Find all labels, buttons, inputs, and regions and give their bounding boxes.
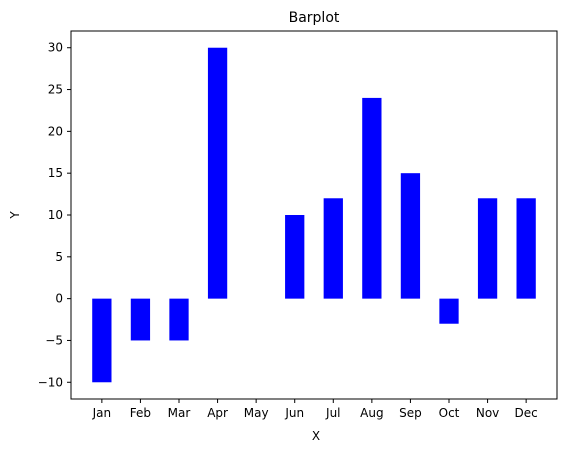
y-tick-label-20: 20	[48, 124, 63, 138]
bars-group	[92, 47, 536, 383]
y-tick-label-25: 25	[48, 83, 63, 97]
x-tick-label-jul: Jul	[325, 406, 340, 420]
x-tick-label-sep: Sep	[399, 406, 422, 420]
x-tick-label-mar: Mar	[168, 406, 191, 420]
bar-jun	[285, 215, 305, 299]
y-tick-label-30: 30	[48, 41, 63, 55]
y-tick-label-0: 0	[55, 292, 63, 306]
y-tick-label-15: 15	[48, 166, 63, 180]
y-axis-label: Y	[8, 211, 22, 220]
x-tick-label-nov: Nov	[476, 406, 499, 420]
x-tick-label-may: May	[244, 406, 269, 420]
y-tick-label-5: 5	[55, 250, 63, 264]
bar-aug	[362, 97, 382, 299]
x-tick-label-jun: Jun	[284, 406, 304, 420]
bar-oct	[439, 298, 459, 324]
y-tick-label-minus-10: −10	[38, 375, 63, 389]
x-tick-label-feb: Feb	[130, 406, 151, 420]
x-axis-label: X	[312, 429, 320, 443]
x-tick-label-jan: Jan	[92, 406, 112, 420]
bar-sep	[400, 173, 421, 299]
x-tick-label-aug: Aug	[360, 406, 383, 420]
bar-apr	[207, 47, 228, 299]
bar-jan	[92, 298, 112, 383]
x-tick-label-apr: Apr	[207, 406, 228, 420]
x-tick-label-oct: Oct	[439, 406, 460, 420]
plot-area: Jan Feb Mar Apr May Jun Jul Aug Sep Oct Nov Dec −10…	[38, 30, 558, 420]
bar-jul	[323, 198, 343, 299]
x-tick-label-dec: Dec	[515, 406, 538, 420]
bar-dec	[516, 198, 536, 299]
bar-feb	[130, 298, 151, 341]
y-tick-label-10: 10	[48, 208, 63, 222]
bar-nov	[477, 198, 498, 299]
y-tick-label-minus-5: −5	[45, 333, 63, 347]
bar-mar	[169, 298, 189, 341]
chart-title: Barplot	[289, 10, 340, 26]
x-axis-ticks: Jan Feb Mar Apr May Jun Jul Aug Sep Oct Nov Dec	[92, 399, 538, 420]
y-axis-ticks: −10 −5 0 5 10 15 20 25 30	[38, 41, 71, 389]
